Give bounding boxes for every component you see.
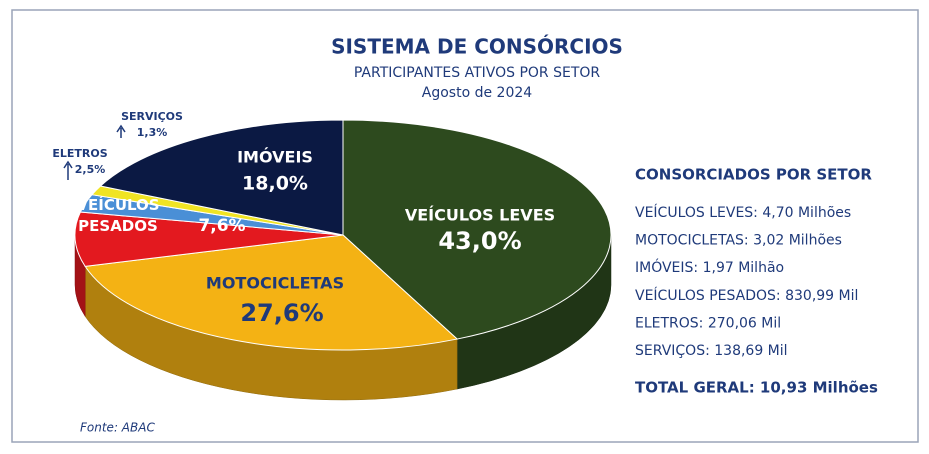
legend-item: IMÓVEIS: 1,97 Milhão bbox=[635, 258, 784, 276]
chart-title: SISTEMA DE CONSÓRCIOS bbox=[331, 35, 623, 59]
source: Fonte: ABAC bbox=[80, 421, 155, 435]
legend-item: VEÍCULOS PESADOS: 830,99 Mil bbox=[635, 287, 858, 304]
slice-value: 27,6% bbox=[240, 299, 323, 327]
legend-item: ELETROS: 270,06 Mil bbox=[635, 315, 781, 331]
legend-item: SERVIÇOS: 138,69 Mil bbox=[635, 343, 788, 359]
slice bbox=[99, 119, 344, 236]
slice-value: 7,6% bbox=[198, 216, 245, 236]
slice-label: SERVIÇOS bbox=[121, 110, 183, 123]
slice-label: IMÓVEIS bbox=[237, 148, 313, 167]
slice bbox=[74, 211, 344, 267]
chart-date: Agosto de 2024 bbox=[422, 85, 533, 101]
slice-label: MOTOCICLETAS bbox=[206, 274, 344, 293]
slice-value: 2,5% bbox=[75, 163, 106, 176]
slice-label: ELETROS bbox=[52, 147, 107, 160]
legend-total: TOTAL GERAL: 10,93 Milhões bbox=[635, 379, 878, 397]
slice-value: 43,0% bbox=[438, 227, 521, 255]
slice-value: 18,0% bbox=[242, 173, 308, 195]
slice-value: 1,3% bbox=[137, 126, 168, 139]
legend-item: VEÍCULOS LEVES: 4,70 Milhões bbox=[635, 204, 851, 221]
arrow bbox=[63, 160, 73, 180]
legend-title: CONSORCIADOS POR SETOR bbox=[635, 166, 872, 184]
slice bbox=[342, 119, 612, 340]
legend-item: MOTOCICLETAS: 3,02 Milhões bbox=[635, 233, 842, 249]
slice-label: VEÍCULOS PESADOS bbox=[76, 195, 159, 235]
slice bbox=[84, 234, 459, 351]
slice-label: VEÍCULOS LEVES bbox=[405, 206, 555, 225]
arrow bbox=[116, 124, 126, 138]
chart-subtitle: PARTICIPANTES ATIVOS POR SETOR bbox=[354, 65, 601, 81]
